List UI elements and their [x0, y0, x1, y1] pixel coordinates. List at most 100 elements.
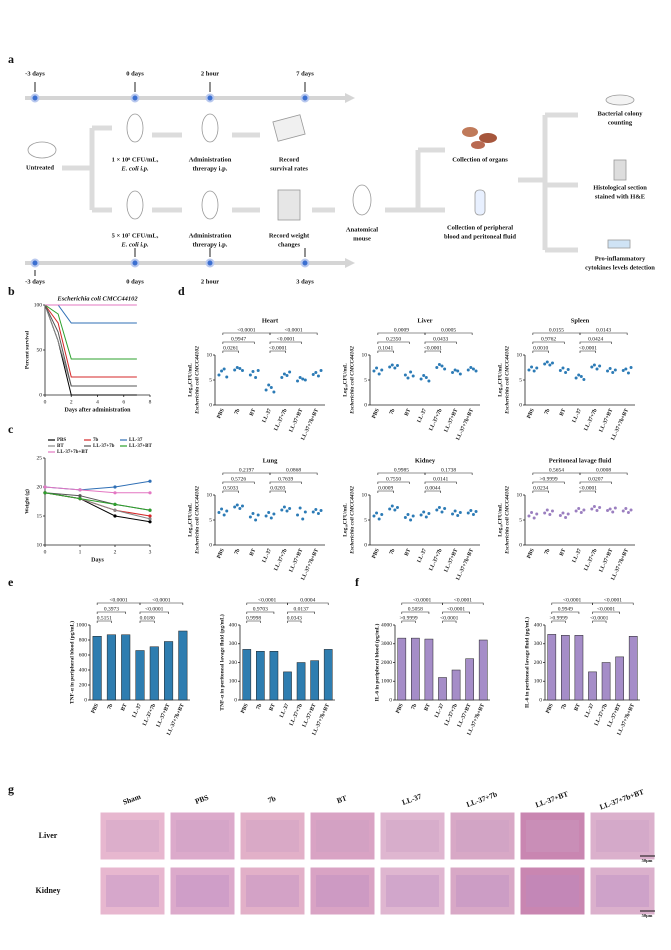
- bar: [561, 635, 570, 701]
- point: [611, 371, 615, 374]
- bar: [283, 671, 292, 701]
- x-tick-label: 2: [114, 549, 117, 555]
- point: [220, 369, 224, 373]
- column-label: 7b: [266, 794, 277, 805]
- p-value: 0.0004: [300, 597, 315, 603]
- point: [240, 504, 244, 508]
- label: Collection of peripheral: [447, 224, 513, 231]
- y-tick-label: 300: [229, 641, 238, 647]
- label: survival rates: [270, 165, 308, 172]
- bracket: [579, 490, 597, 493]
- histology-image: [99, 866, 166, 916]
- mouse-icon: [126, 190, 144, 220]
- p-value: <0.0001: [109, 597, 127, 603]
- p-value: 0.5726: [231, 476, 246, 482]
- bar: [438, 677, 447, 701]
- p-value: <0.0001: [440, 615, 458, 621]
- y-axis-label: Escherichia coli CMCC44102: [504, 346, 510, 415]
- point: [254, 518, 258, 522]
- label: mouse: [353, 235, 371, 242]
- histology-texture: [316, 875, 369, 907]
- point: [316, 374, 320, 378]
- point: [598, 506, 602, 509]
- x-tick-label: LL-37: [279, 703, 291, 719]
- bracket: [269, 341, 302, 344]
- p-value: <0.0001: [597, 606, 615, 612]
- x-tick-label: BT: [559, 408, 568, 417]
- series-line: [44, 304, 137, 360]
- p-value: 0.5033: [223, 485, 238, 491]
- p-value: <0.0001: [237, 327, 255, 333]
- label: Bacterial colony: [598, 110, 644, 117]
- y-tick-label: 200: [229, 660, 238, 666]
- y-tick-label: 400: [229, 622, 238, 628]
- timeline-label: -3 days: [25, 70, 45, 77]
- point: [390, 363, 394, 367]
- p-value: 0.0008: [596, 467, 611, 473]
- x-tick-label: 8: [149, 399, 152, 405]
- point: [621, 509, 625, 513]
- label: threrapy i.p.: [193, 241, 228, 248]
- point: [456, 369, 460, 373]
- point: [380, 368, 384, 372]
- bar: [424, 638, 434, 701]
- point: [269, 516, 273, 520]
- series-line: [44, 486, 150, 494]
- bracket: [424, 490, 442, 493]
- p-value: >0.9999: [549, 615, 567, 621]
- chart-title: Liver: [417, 317, 432, 324]
- histology-image: [169, 811, 236, 861]
- point: [466, 368, 470, 372]
- point: [225, 375, 229, 379]
- p-value: 0.9703: [253, 606, 268, 612]
- p-value: 0.7550: [386, 476, 401, 482]
- p-value: <0.0001: [269, 345, 287, 351]
- label: E. coli i.p.: [120, 241, 149, 248]
- p-value: >0.9999: [399, 615, 417, 621]
- point: [238, 507, 242, 510]
- x-tick-label: BT: [404, 408, 413, 417]
- y-tick-label: 1000: [381, 679, 392, 685]
- x-tick-label: LL-37: [261, 548, 273, 564]
- p-value: <0.0001: [258, 597, 276, 603]
- p-value: 0.0868: [286, 467, 301, 473]
- point: [285, 509, 289, 513]
- point: [527, 514, 531, 518]
- point: [285, 374, 289, 377]
- point: [388, 507, 392, 511]
- point: [264, 388, 268, 392]
- x-tick-label: BT: [404, 548, 413, 557]
- label: Pro-inflammatory: [595, 255, 646, 262]
- y-tick-label: 600: [79, 652, 88, 658]
- p-value: 0.0141: [433, 476, 448, 482]
- bracket: [96, 611, 127, 614]
- point: [372, 369, 376, 373]
- bracket: [579, 332, 628, 335]
- histology-image: [449, 811, 516, 861]
- point: [440, 364, 444, 368]
- x-tick-label: LL-37: [416, 408, 428, 424]
- bracket: [222, 490, 239, 493]
- point: [621, 369, 625, 372]
- point: [403, 373, 407, 377]
- x-tick-label: LL-37: [571, 548, 583, 564]
- p-value: <0.0001: [424, 345, 442, 351]
- bracket: [246, 620, 261, 623]
- x-tick-label: PBS: [240, 703, 250, 715]
- point: [311, 510, 315, 514]
- x-tick-label: PBS: [545, 703, 555, 715]
- point: [256, 513, 260, 517]
- bar: [178, 630, 188, 701]
- point: [238, 367, 242, 370]
- bar: [149, 646, 159, 701]
- x-tick-label: BT: [249, 548, 258, 557]
- point: [409, 370, 413, 374]
- bracket: [424, 332, 473, 335]
- p-value: 0.9985: [394, 467, 409, 473]
- icons: [27, 94, 635, 249]
- bracket: [401, 620, 416, 623]
- point: [225, 509, 229, 513]
- p-value: 0.0180: [140, 615, 155, 621]
- x-tick-label: 3: [149, 549, 152, 555]
- point: [548, 513, 552, 516]
